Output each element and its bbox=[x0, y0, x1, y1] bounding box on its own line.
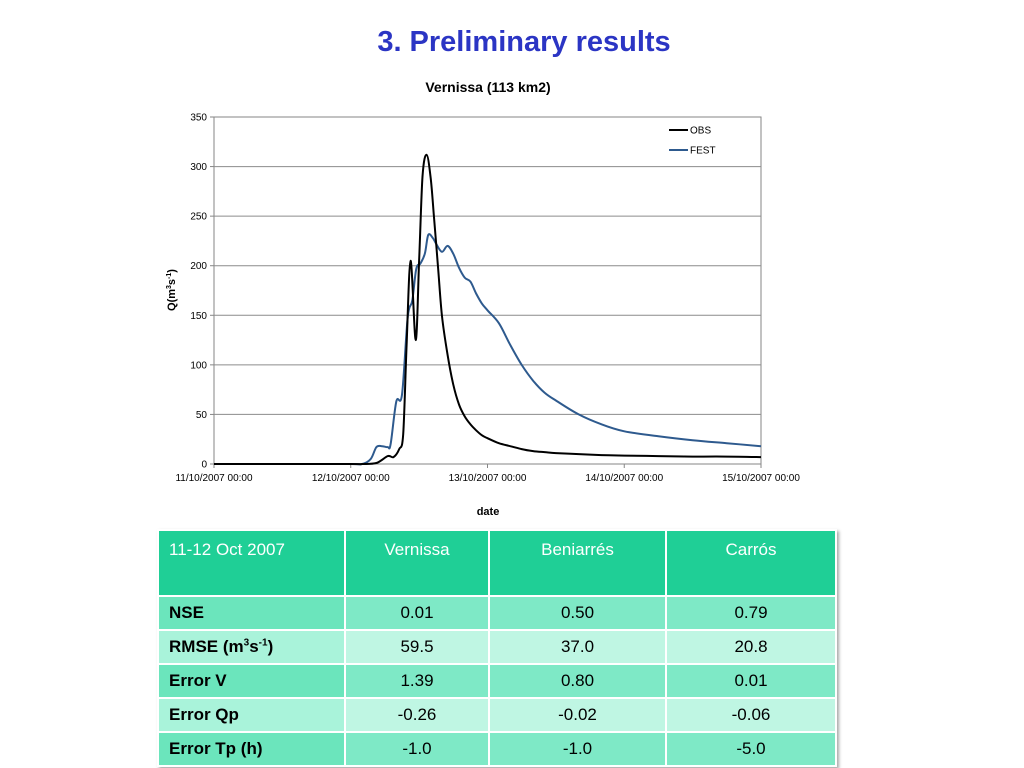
chart-title: Vernissa (113 km2) bbox=[425, 79, 550, 95]
series-line-obs bbox=[213, 153, 762, 466]
x-tick-label: 11/10/2007 00:00 bbox=[175, 473, 253, 484]
header-beniarres: Beniarrés bbox=[488, 529, 667, 597]
y-tick-label: 350 bbox=[190, 113, 207, 124]
row-label: Error Qp bbox=[157, 697, 346, 733]
y-tick-label: 200 bbox=[190, 261, 207, 272]
legend: OBS FEST bbox=[669, 126, 716, 157]
table-cell: -5.0 bbox=[665, 731, 837, 767]
legend-label-fest: FEST bbox=[690, 146, 716, 157]
hydrograph-chart: Vernissa (113 km2) 0 50 100 150 200 250 300 350… bbox=[166, 79, 800, 518]
x-tick-label: 14/10/2007 00:00 bbox=[585, 473, 663, 484]
row-label: Error Tp (h) bbox=[157, 731, 346, 767]
table-cell: 0.50 bbox=[488, 595, 667, 631]
plot-area bbox=[213, 116, 762, 465]
table-row: Error V 1.39 0.80 0.01 bbox=[157, 663, 837, 699]
row-label: Error V bbox=[157, 663, 346, 699]
table-row: RMSE (m3s-1) 59.5 37.0 20.8 bbox=[157, 629, 837, 665]
y-axis-ticks: 0 50 100 150 200 250 300 350 bbox=[190, 113, 214, 471]
x-axis-title: date bbox=[477, 506, 500, 518]
table-row: NSE 0.01 0.50 0.79 bbox=[157, 595, 837, 631]
series-line-fest bbox=[213, 233, 762, 466]
x-tick-label: 13/10/2007 00:00 bbox=[449, 473, 527, 484]
table-row: Error Qp -0.26 -0.02 -0.06 bbox=[157, 697, 837, 733]
table-cell: -0.02 bbox=[488, 697, 667, 733]
header-carros: Carrós bbox=[665, 529, 837, 597]
y-tick-label: 300 bbox=[190, 162, 207, 173]
series-lines bbox=[213, 153, 762, 466]
table-cell: -0.26 bbox=[344, 697, 490, 733]
gridlines bbox=[214, 166, 761, 415]
row-label: NSE bbox=[157, 595, 346, 631]
table-cell: 0.01 bbox=[665, 663, 837, 699]
row-label: RMSE (m3s-1) bbox=[157, 629, 346, 665]
y-axis-title: Q(m3s-1) bbox=[166, 269, 178, 311]
x-axis-ticks: 11/10/2007 00:00 12/10/2007 00:00 13/10/20… bbox=[175, 464, 800, 484]
y-tick-label: 0 bbox=[201, 460, 207, 471]
header-period: 11-12 Oct 2007 bbox=[157, 529, 346, 597]
table-cell: 0.79 bbox=[665, 595, 837, 631]
table-cell: 37.0 bbox=[488, 629, 667, 665]
table-cell: -0.06 bbox=[665, 697, 837, 733]
y-tick-label: 250 bbox=[190, 212, 207, 223]
x-tick-label: 15/10/2007 00:00 bbox=[722, 473, 800, 484]
header-vernissa: Vernissa bbox=[344, 529, 490, 597]
table-cell: 59.5 bbox=[344, 629, 490, 665]
table-cell: 0.01 bbox=[344, 595, 490, 631]
table-row: Error Tp (h) -1.0 -1.0 -5.0 bbox=[157, 731, 837, 767]
x-tick-label: 12/10/2007 00:00 bbox=[312, 473, 390, 484]
y-tick-label: 50 bbox=[196, 410, 208, 421]
table-header-row: 11-12 Oct 2007 Vernissa Beniarrés Carrós bbox=[157, 529, 837, 597]
results-table: 11-12 Oct 2007 Vernissa Beniarrés Carrós… bbox=[157, 529, 837, 767]
table-cell: -1.0 bbox=[488, 731, 667, 767]
table-cell: -1.0 bbox=[344, 731, 490, 767]
table-cell: 0.80 bbox=[488, 663, 667, 699]
legend-label-obs: OBS bbox=[690, 126, 711, 137]
slide-title: 3. Preliminary results bbox=[377, 26, 671, 58]
table-cell: 1.39 bbox=[344, 663, 490, 699]
y-tick-label: 150 bbox=[190, 311, 207, 322]
table-cell: 20.8 bbox=[665, 629, 837, 665]
y-tick-label: 100 bbox=[190, 360, 207, 371]
